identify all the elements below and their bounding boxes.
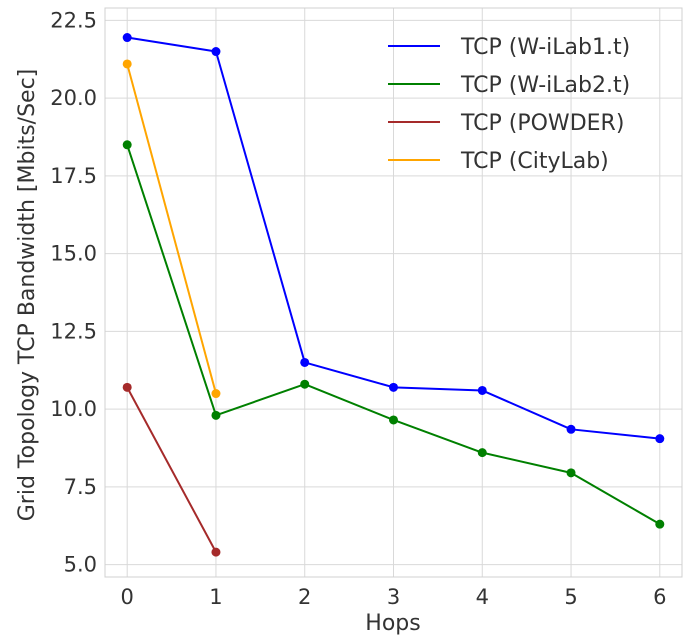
data-point [122, 33, 132, 43]
legend-item: TCP (CityLab) [388, 149, 609, 174]
legend-item: TCP (W-iLab1.t) [388, 35, 630, 60]
data-point [211, 547, 221, 557]
legend-label: TCP (POWDER) [460, 111, 624, 136]
data-point [211, 47, 221, 57]
data-point [300, 357, 310, 367]
data-point [389, 415, 398, 425]
y-axis-title: Grid Topology TCP Bandwidth [Mbits/Sec] [15, 69, 40, 522]
series-group [122, 140, 665, 529]
y-tick-label: 5.0 [64, 553, 97, 577]
data-point [300, 379, 310, 389]
x-tick-label: 1 [209, 585, 222, 609]
y-tick-label: 7.5 [64, 475, 97, 499]
legend-label: TCP (W-iLab2.t) [460, 73, 630, 98]
data-point [566, 424, 576, 434]
data-point [122, 382, 132, 392]
plot-series [122, 33, 665, 557]
plot-area-frame [104, 7, 683, 578]
data-point [477, 385, 487, 395]
x-tick-label: 3 [387, 585, 400, 609]
y-tick-label: 22.5 [50, 8, 97, 32]
x-tick-label: 0 [121, 585, 134, 609]
series-group [122, 59, 221, 399]
legend-label: TCP (W-iLab1.t) [460, 35, 630, 60]
y-axis-ticks: 5.0 7.5 10.0 12.5 15.0 17.5 20.0 22.5 [50, 8, 97, 576]
legend: TCP (W-iLab1.t) TCP (W-iLab2.t) TCP (POWDE… [388, 35, 630, 174]
series-line [126, 386, 217, 553]
y-tick-label: 20.0 [50, 86, 97, 110]
data-point [655, 434, 665, 444]
data-point [477, 448, 487, 458]
plot-frame [104, 7, 683, 578]
data-point [566, 468, 576, 478]
x-tick-label: 2 [298, 585, 311, 609]
y-tick-label: 15.0 [50, 242, 97, 266]
series-line [126, 63, 217, 394]
x-tick-label: 5 [564, 585, 577, 609]
data-point [211, 389, 221, 399]
series-group [122, 33, 665, 444]
grid [105, 8, 682, 577]
x-axis-title: Hops [365, 611, 420, 636]
data-point [389, 382, 398, 392]
x-tick-label: 6 [653, 585, 666, 609]
y-tick-label: 12.5 [50, 319, 97, 343]
x-tick-label: 4 [476, 585, 489, 609]
data-point [211, 410, 221, 420]
legend-item: TCP (W-iLab2.t) [388, 73, 630, 98]
y-tick-label: 17.5 [50, 164, 97, 188]
y-tick-label: 10.0 [50, 397, 97, 421]
x-axis-ticks: 0 1 2 3 4 5 6 [121, 585, 667, 609]
legend-label: TCP (CityLab) [460, 149, 609, 174]
legend-item: TCP (POWDER) [388, 111, 624, 136]
data-point [122, 59, 132, 69]
series-group [122, 382, 221, 557]
data-point [655, 519, 665, 529]
data-point [122, 140, 132, 150]
